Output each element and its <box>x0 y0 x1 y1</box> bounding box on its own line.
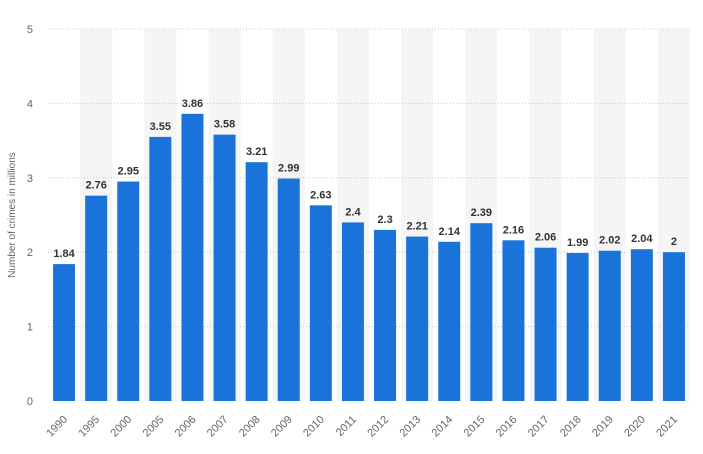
data-label: 2.4 <box>345 206 361 218</box>
y-axis-title: Number of crimes in millions <box>7 152 18 278</box>
data-label: 2.02 <box>599 235 620 247</box>
x-axis-ticks: 1990 1995 2000 2005 2006 2007 2008 2009 2010 2011… <box>44 414 680 440</box>
bar[interactable] <box>502 240 525 401</box>
data-label: 2.3 <box>377 214 392 226</box>
bar[interactable] <box>53 264 76 401</box>
bar[interactable] <box>534 247 557 401</box>
bar[interactable] <box>117 181 140 401</box>
data-label: 2.06 <box>535 232 556 244</box>
x-tick-label: 2019 <box>590 414 616 440</box>
y-axis-ticks: 0 1 2 3 4 5 <box>27 24 33 408</box>
bar[interactable] <box>149 136 172 401</box>
x-tick-label: 2008 <box>237 414 263 440</box>
y-tick-label: 3 <box>27 173 33 185</box>
grid-lines <box>48 28 690 328</box>
y-tick-label: 5 <box>27 24 33 36</box>
y-tick-label: 0 <box>27 396 33 408</box>
data-label: 2.63 <box>310 189 331 201</box>
data-label: 2.99 <box>278 163 299 175</box>
x-tick-label: 2006 <box>173 414 199 440</box>
y-tick-label: 4 <box>27 98 33 110</box>
bar[interactable] <box>309 205 332 401</box>
x-tick-label: 2014 <box>430 414 456 440</box>
bar[interactable] <box>630 249 653 401</box>
x-tick-label: 1990 <box>44 414 70 440</box>
data-labels: 1.84 2.76 2.95 3.55 3.86 3.58 3.21 2.99 2.63 2.4 2… <box>53 98 677 260</box>
bar[interactable] <box>245 162 268 401</box>
x-tick-label: 2010 <box>301 414 327 440</box>
data-label: 3.86 <box>182 98 203 110</box>
data-label: 1.84 <box>53 248 75 260</box>
data-label: 3.21 <box>246 146 267 158</box>
data-label: 2.14 <box>439 226 461 238</box>
bar[interactable] <box>438 241 461 401</box>
x-tick-label: 1995 <box>76 414 102 440</box>
data-label: 2 <box>671 236 677 248</box>
bar[interactable] <box>85 195 108 401</box>
x-tick-label: 2009 <box>269 414 295 440</box>
x-tick-label: 2018 <box>558 414 584 440</box>
data-label: 2.95 <box>118 166 139 178</box>
x-tick-label: 2007 <box>205 414 231 440</box>
data-label: 2.39 <box>471 207 492 219</box>
data-label: 2.04 <box>631 233 653 245</box>
bar[interactable] <box>662 252 685 401</box>
x-tick-label: 2015 <box>462 414 488 440</box>
x-tick-label: 2021 <box>654 414 680 440</box>
data-label: 2.76 <box>85 180 106 192</box>
data-label: 2.21 <box>406 221 427 233</box>
data-label: 2.16 <box>503 224 524 236</box>
x-tick-label: 2017 <box>526 414 552 440</box>
data-label: 3.55 <box>150 121 171 133</box>
y-tick-label: 1 <box>27 322 33 334</box>
x-tick-label: 2012 <box>365 414 391 440</box>
x-tick-label: 2013 <box>397 414 423 440</box>
x-tick-label: 2020 <box>622 414 648 440</box>
x-tick-label: 2011 <box>334 414 359 439</box>
data-label: 3.58 <box>214 119 235 131</box>
bar[interactable] <box>341 222 364 401</box>
x-tick-label: 2005 <box>141 414 167 440</box>
bar[interactable] <box>470 223 493 401</box>
bar[interactable] <box>566 252 589 401</box>
bar[interactable] <box>213 134 236 401</box>
bar[interactable] <box>374 229 397 401</box>
bar[interactable] <box>277 178 300 401</box>
data-label: 1.99 <box>567 237 588 249</box>
x-tick-label: 2016 <box>494 414 520 440</box>
bar[interactable] <box>181 113 204 401</box>
x-tick-label: 2000 <box>109 414 135 440</box>
bar[interactable] <box>406 236 429 401</box>
y-tick-label: 2 <box>27 247 33 259</box>
bar[interactable] <box>598 250 621 401</box>
bars <box>53 113 685 401</box>
